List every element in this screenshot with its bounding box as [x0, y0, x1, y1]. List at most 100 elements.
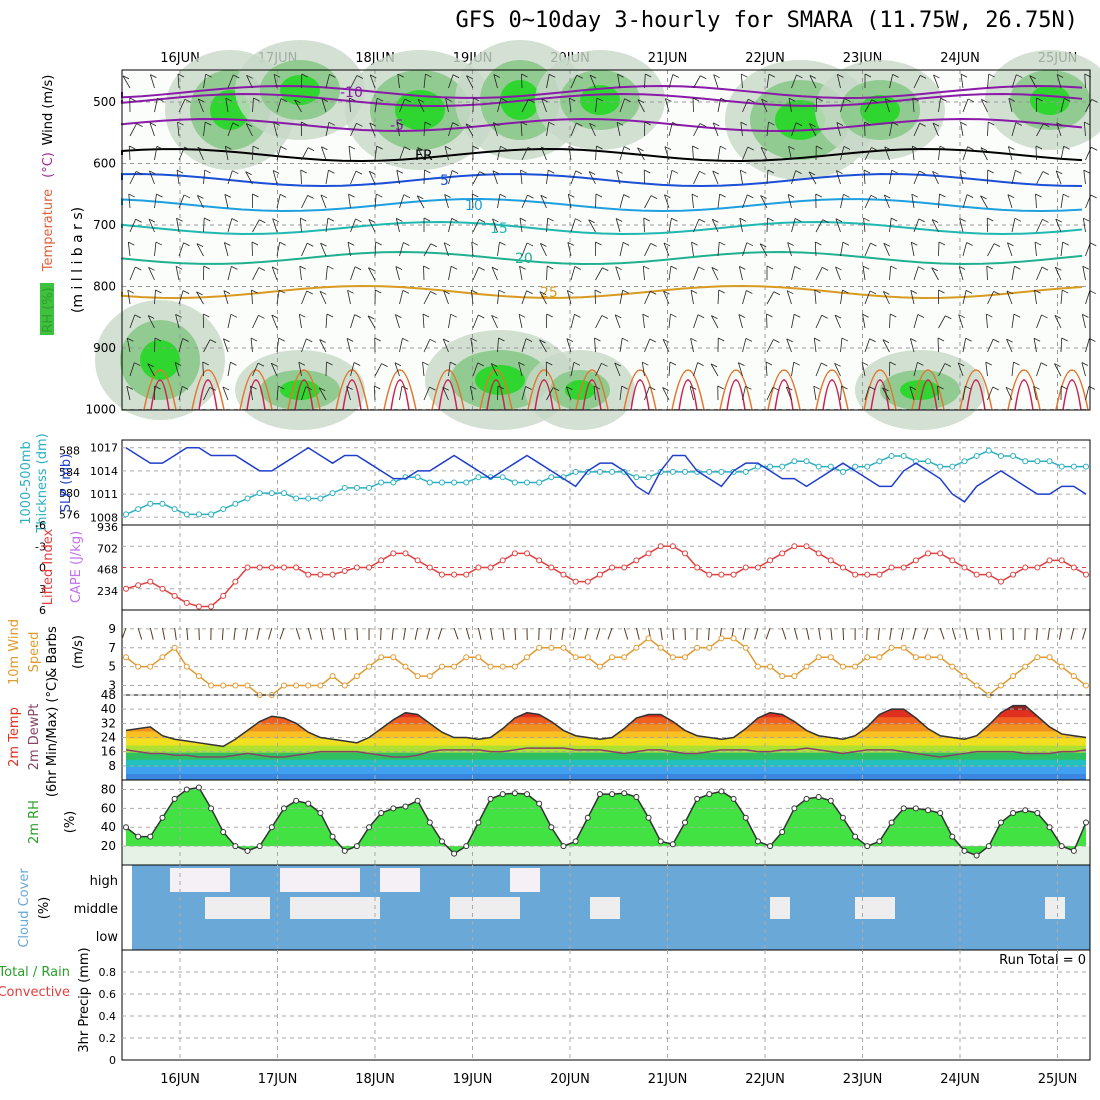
wind-barb-flag [938, 241, 946, 246]
wind-barb [717, 194, 721, 209]
thickness-marker [900, 452, 907, 459]
wind-barb [417, 99, 425, 113]
warm-contour [582, 379, 602, 411]
wind-barb-flag [718, 337, 725, 342]
wind-barb [911, 146, 915, 161]
wind-label: 10m Wind [7, 619, 22, 685]
lifted-index-marker [839, 564, 846, 571]
wind-barb [588, 219, 596, 233]
wind-barb-flag [128, 241, 135, 246]
wind-barb [122, 75, 131, 89]
wind-barb-flag [424, 169, 431, 174]
wind-barb [900, 627, 905, 640]
wind-barb [1085, 242, 1091, 257]
wind-barb [1054, 267, 1062, 281]
wind-barb-flag [919, 122, 926, 127]
wind-barb [196, 243, 204, 257]
wind-barb [1006, 338, 1013, 353]
thickness-marker [414, 474, 421, 481]
wind-barb [785, 386, 792, 401]
wind-barb-flag [794, 266, 801, 270]
thickness-marker [779, 463, 786, 470]
wind-barb [570, 314, 575, 329]
wind-barb-flag [1063, 193, 1070, 198]
cloud-middle-block [205, 897, 270, 919]
thickness-marker [426, 479, 433, 486]
wind-barb-flag [417, 147, 424, 151]
wind-barb [962, 194, 968, 209]
wind-barb [225, 98, 229, 113]
rh-marker [864, 843, 871, 850]
wind-barb-flag [452, 74, 460, 79]
date-label-bottom: 16JUN [160, 1072, 200, 1087]
wind-barb [442, 338, 449, 353]
wind-barb [668, 314, 671, 329]
wind-barb [635, 627, 640, 640]
thickness-marker [329, 490, 336, 497]
lifted-index-marker [511, 550, 518, 557]
wind-barb [1083, 122, 1086, 137]
wind-speed-marker [341, 682, 348, 689]
wind-barb-flag [528, 99, 535, 103]
wind-barb-flag [135, 266, 142, 271]
lifted-index-marker [536, 557, 543, 564]
wind-barb-flag [472, 193, 479, 198]
wind-barb-flag [346, 386, 353, 390]
wind-barb [347, 290, 351, 305]
wind-barb [295, 627, 301, 640]
thickness-marker [937, 463, 944, 470]
wind-barb-flag [367, 315, 375, 320]
wind-barb-flag [795, 170, 802, 174]
wind-barb [691, 242, 694, 257]
wind-barb [252, 219, 260, 233]
wind-barb [149, 122, 155, 137]
wind-barb [791, 218, 796, 233]
wind-barb-flag [548, 121, 555, 126]
wind-barb [960, 122, 964, 137]
wind-barb-flag [719, 193, 726, 198]
wind-barb-flag [815, 241, 822, 246]
wind-barb-flag [1054, 315, 1062, 319]
wind-barb [863, 170, 866, 185]
wind-barb-flag [134, 362, 141, 367]
rh-marker [827, 797, 834, 804]
wind-barb-flag [471, 289, 478, 294]
wind-barb [913, 75, 921, 89]
wind-barb-flag [1016, 74, 1023, 79]
wind-barb-flag [520, 169, 527, 174]
wind-barb [595, 146, 597, 161]
lifted-index-marker [803, 543, 810, 550]
pressure-tick-label: 600 [93, 157, 116, 171]
wind-barb-flag [986, 313, 993, 318]
isotherm-line [121, 221, 1083, 235]
thickness-marker [366, 484, 373, 491]
wind-barb [623, 627, 629, 640]
wind-barb [245, 123, 253, 137]
wind-barb [842, 627, 845, 641]
rh-unit: (%) [63, 811, 78, 834]
wind-barb [521, 99, 529, 113]
wind-barb-flag [869, 290, 877, 295]
wind-barb [344, 627, 347, 640]
wind-barb [546, 170, 549, 185]
wind-barb [127, 290, 131, 305]
wind-barb-flag [622, 337, 629, 342]
wind-barb-flag [422, 313, 430, 318]
wind-barb [835, 218, 841, 233]
wind-barb [472, 219, 480, 233]
wind-barb [884, 146, 890, 161]
wind-barb-flag [864, 73, 872, 78]
wind-barb [273, 122, 278, 137]
wind-barb [664, 194, 670, 209]
wind-barb [909, 386, 915, 401]
warm-contour [1007, 369, 1041, 411]
warm-contour [191, 369, 225, 411]
wind-barb-flag [354, 266, 362, 271]
thickness-marker [609, 468, 616, 475]
wind-barb [514, 627, 517, 641]
wind-barb [546, 74, 550, 89]
wind-barb-flag [470, 385, 477, 390]
isotherm-label: 20 [515, 251, 533, 267]
wind-barb [1011, 362, 1014, 377]
wind-barb [368, 219, 376, 233]
